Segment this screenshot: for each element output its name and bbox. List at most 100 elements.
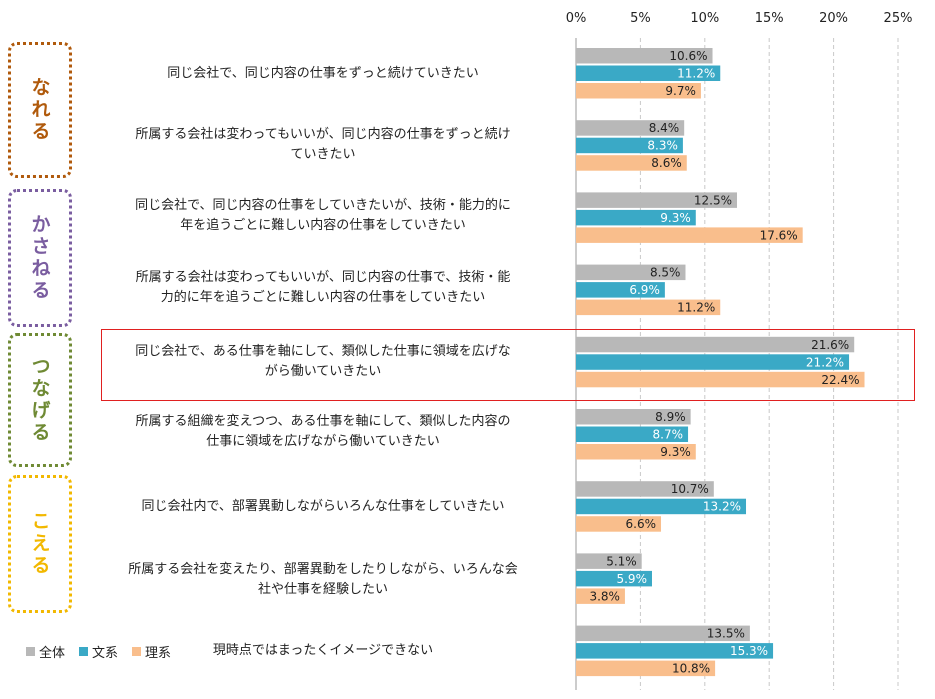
legend-label: 理系 [145,646,172,661]
legend-item: 理系 [132,642,171,661]
bar [576,553,642,569]
bar [576,516,662,532]
data-label: 9.3% [660,445,691,459]
category-label-line: 仕事に領域を広げながら働いていきたい [206,434,440,449]
x-tick-label: 15% [755,11,784,26]
bar [576,282,665,298]
category-label-line: 所属する組織を変えつつ、ある仕事を軸にして、類似した内容の [135,414,511,429]
bar [576,588,625,604]
group-label: つなげる [28,356,51,444]
group-box-kasaneru: かさねる [8,189,72,327]
group-label: こえる [28,511,51,577]
category-label-line: 所属する会社は変わってもいいが、同じ内容の仕事で、技術・能 [135,270,511,285]
legend-swatch [79,647,89,656]
category-label: 現時点ではまったくイメージできない [88,641,558,661]
category-label-line: 力的に年を追うごとに難しい内容の仕事をしていきたい [160,290,486,305]
legend-label: 文系 [92,646,119,661]
data-label: 8.9% [655,410,686,424]
data-label: 6.9% [629,283,660,297]
data-label: 8.7% [653,428,684,442]
category-label: 所属する会社は変わってもいいが、同じ内容の仕事をずっと続け ていきたい [88,125,558,165]
category-label: 同じ会社で、ある仕事を軸にして、類似した仕事に領域を広げな がら働いていきたい [88,342,558,382]
category-label: 同じ会社で、同じ内容の仕事をしていきたいが、技術・能力的に 年を追うごとに難しい… [88,196,558,236]
bar [576,264,686,281]
legend: 全体 文系 理系 [26,642,171,661]
data-label: 11.2% [677,301,715,315]
bar [576,192,737,208]
data-label: 21.6% [811,338,849,352]
data-label: 8.5% [650,266,681,280]
data-label: 8.6% [651,156,682,170]
data-label: 5.1% [606,554,637,568]
data-label: 11.2% [677,67,715,81]
bar [576,227,803,243]
category-label: 所属する組織を変えつつ、ある仕事を軸にして、類似した内容の 仕事に領域を広げなが… [88,412,558,452]
bar [576,354,850,370]
category-label-line: 所属する会社は変わってもいいが、同じ内容の仕事をずっと続け [135,127,511,142]
data-label: 6.6% [626,517,657,531]
bar [576,120,685,136]
x-tick-label: 5% [630,11,651,26]
legend-swatch [26,647,35,656]
bar [576,643,774,659]
data-label: 8.4% [649,121,680,135]
bar [576,625,750,642]
data-label: 22.4% [821,373,859,387]
legend-swatch [132,647,142,656]
data-label: 21.2% [806,355,844,369]
category-label: 同じ会社内で、部署異動しながらいろんな仕事をしていきたい [88,497,558,517]
category-label-line: 同じ会社内で、部署異動しながらいろんな仕事をしていきたい [141,499,505,514]
category-label-line: がら働いていきたい [264,364,382,379]
legend-item: 文系 [79,642,118,661]
bar [576,336,855,353]
bar [576,444,696,460]
category-label-line: 社や仕事を経験したい [257,582,388,597]
group-box-tsunageru: つなげる [8,333,72,467]
data-label: 8.3% [647,139,678,153]
category-label-line: 同じ会社で、ある仕事を軸にして、類似した仕事に領域を広げな [135,344,511,359]
bar [576,660,716,677]
bar [576,426,689,442]
x-tick-label: 10% [690,11,719,26]
category-label-line: 同じ会社で、同じ内容の仕事をずっと続けていきたい [167,66,479,81]
group-label: かさねる [28,214,51,302]
x-tick-label: 20% [819,11,848,26]
data-label: 10.6% [669,49,707,63]
category-label-line: 現時点ではまったくイメージできない [212,643,434,658]
group-box-nareru: なれる [8,42,72,178]
data-label: 13.2% [703,500,741,514]
highlight-box [101,329,915,401]
bar [576,209,696,226]
x-tick-label: 0% [566,11,587,26]
bar [576,83,701,99]
bar [576,481,714,497]
bar [576,409,691,425]
legend-item: 全体 [26,642,65,661]
data-label: 17.6% [760,228,798,242]
group-label: なれる [28,77,51,143]
data-label: 15.3% [730,644,768,658]
category-label: 同じ会社で、同じ内容の仕事をずっと続けていきたい [88,64,558,84]
bar [576,48,713,64]
data-label: 10.7% [671,482,709,496]
category-label-line: ていきたい [290,147,356,162]
bar [576,65,721,81]
bar [576,498,747,515]
bar [576,371,865,388]
bar [576,155,687,171]
group-box-koeru: こえる [8,475,72,613]
data-label: 5.9% [616,572,647,586]
data-label: 9.3% [660,211,691,225]
data-label: 12.5% [694,193,732,207]
bar [576,137,683,154]
bar [576,299,721,316]
category-label-line: 所属する会社を変えたり、部署異動をしたりしながら、いろんな会 [128,562,518,577]
data-label: 9.7% [665,84,696,98]
data-label: 10.8% [672,662,710,676]
category-label-line: 同じ会社で、同じ内容の仕事をしていきたいが、技術・能力的に [135,198,511,213]
category-label-line: 年を追うごとに難しい内容の仕事をしていきたい [180,218,466,233]
category-label: 所属する会社を変えたり、部署異動をしたりしながら、いろんな会 社や仕事を経験した… [88,560,558,600]
category-label: 所属する会社は変わってもいいが、同じ内容の仕事で、技術・能 力的に年を追うごとに… [88,268,558,308]
x-tick-label: 25% [884,11,913,26]
